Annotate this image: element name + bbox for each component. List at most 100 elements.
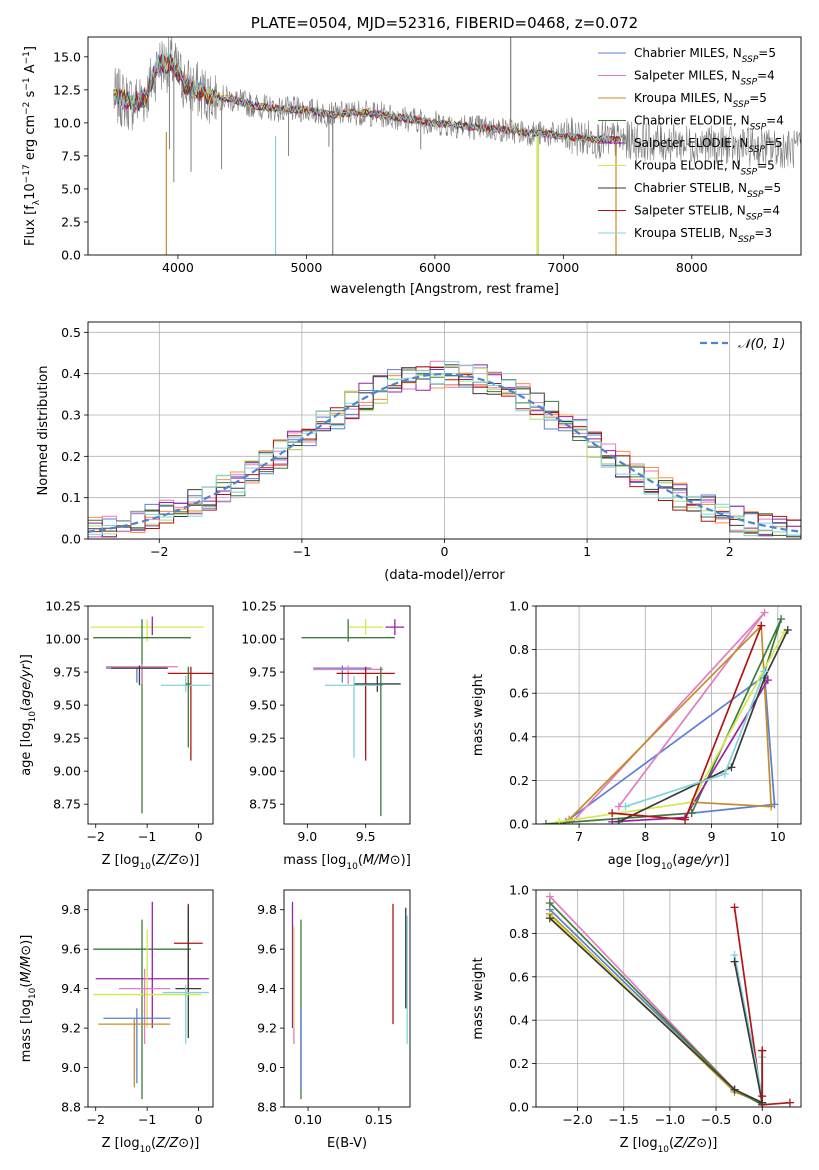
weight-line xyxy=(565,674,776,823)
normal-curve-line xyxy=(88,373,799,533)
x-tick-label: −1.5 xyxy=(609,1112,639,1127)
x-tick-label: 7 xyxy=(575,829,583,844)
x-axis-label-part: 10 xyxy=(661,862,673,872)
y-tick-label: 9.50 xyxy=(249,698,277,713)
mass-vs-ebv-panel: 0.10 0.15 8.8 9.0 9.2 9.4 9.6 9.8 E(B-V) xyxy=(257,889,411,1151)
legend-label-part: Kroupa ELODIE, N xyxy=(634,159,741,173)
y-tick-label: 0.2 xyxy=(509,1056,529,1071)
x-tick-label: 0.0 xyxy=(752,1112,772,1127)
x-axis-label-part: Z/Z⊙ xyxy=(673,1136,707,1151)
y-tick-label: 9.50 xyxy=(53,698,81,713)
y-tick-label: 5.0 xyxy=(61,181,81,196)
legend-label-part: SSP xyxy=(746,213,763,223)
legend-label: Salpeter STELIB, NSSP=4 xyxy=(634,204,780,223)
x-axis-label-part: age/yr xyxy=(677,853,720,868)
y-tick-label: 2.5 xyxy=(61,214,81,229)
legend-label: Chabrier MILES, NSSP=5 xyxy=(634,46,776,65)
axes-frame xyxy=(87,605,214,825)
model-spectrum-line xyxy=(113,53,621,145)
y-tick-label: 9.8 xyxy=(257,902,277,917)
y-axis-label-part: A xyxy=(23,64,38,77)
y-tick-label: 12.5 xyxy=(53,82,81,97)
x-axis-label-part: 10 xyxy=(658,1145,670,1155)
x-tick-label: −1 xyxy=(138,1112,156,1127)
legend-label: Salpeter MILES, NSSP=4 xyxy=(634,69,775,88)
y-tick-label: 10.00 xyxy=(241,632,277,647)
y-tick-label: 10.00 xyxy=(45,632,81,647)
y-tick-label: 0.4 xyxy=(61,366,81,381)
x-axis-label-part: ( xyxy=(151,853,156,868)
y-tick-label: 7.5 xyxy=(61,148,81,163)
x-tick-label: 0 xyxy=(195,1112,203,1127)
x-tick-label: −1 xyxy=(138,829,156,844)
y-tick-label: 0.1 xyxy=(61,490,81,505)
y-tick-label: 15.0 xyxy=(53,49,81,64)
axes-frame xyxy=(535,605,802,825)
y-axis-label: mass weight xyxy=(471,957,486,1039)
y-tick-label: 9.00 xyxy=(53,764,81,779)
y-tick-label: 10.25 xyxy=(45,599,81,614)
mass-vs-Z-panel: −2 −1 08.89.09.29.49.69.8Z [log10(Z/Z⊙)]ma… xyxy=(19,889,214,1155)
x-axis-label-part: )] xyxy=(719,853,729,868)
y-tick-label: 9.00 xyxy=(249,764,277,779)
x-tick-label: −0.5 xyxy=(701,1112,731,1127)
y-axis-label: age [log10(age/yr)] xyxy=(19,654,38,776)
legend-label-part: SSP xyxy=(747,190,764,200)
x-axis-label-part: 10 xyxy=(140,862,152,872)
mass-vs-Z-plot-area xyxy=(93,901,209,1100)
y-axis-label-part: age/yr xyxy=(19,663,34,706)
weight-vs-Z-plot-area xyxy=(545,892,794,1107)
y-tick-label: 9.0 xyxy=(61,1060,81,1075)
x-axis-label-part: age [log xyxy=(608,853,661,868)
axes-frame xyxy=(535,889,802,1108)
y-axis-label-part: s xyxy=(23,90,38,101)
y-tick-label: 0.0 xyxy=(509,817,529,832)
y-axis-label-part: 10 xyxy=(28,711,38,723)
legend-label: 𝒩(0, 1) xyxy=(738,337,785,352)
x-axis-label-part: )] xyxy=(189,1136,199,1151)
y-axis-label-part: −2 xyxy=(22,102,32,115)
x-axis-label-part: mass [log xyxy=(283,853,346,868)
legend-label-part: SSP xyxy=(741,78,758,88)
axes-frame xyxy=(283,605,411,825)
x-axis-label-part: 10 xyxy=(346,862,358,872)
x-tick-label: 2 xyxy=(726,544,734,559)
x-axis-label-part: Z [log xyxy=(102,853,140,868)
axes-frame xyxy=(283,889,411,1108)
y-axis-label-part: λ xyxy=(32,199,42,205)
x-tick-label: 0.15 xyxy=(365,1112,393,1127)
axes-frame xyxy=(87,321,802,540)
observed-spectrum-line xyxy=(113,37,801,169)
y-tick-label: 0.3 xyxy=(61,408,81,423)
x-axis-label-part: ( xyxy=(151,1136,156,1151)
x-tick-label: 0.10 xyxy=(294,1112,322,1127)
legend-label-part: SSP xyxy=(742,55,759,65)
y-axis-label: Flux [fλ10−17 erg cm−2 s−1 A−1] xyxy=(22,46,42,246)
y-axis-label-part: )] xyxy=(19,654,34,664)
y-tick-label: 0.0 xyxy=(61,248,81,263)
weight-vs-Z-panel: −2.0 −1.5 −1.0 −0.5 0.0 0.0 0.2 0.4 0.6 0.8 1.0 Z [… xyxy=(471,883,802,1155)
y-axis-label-part: ( xyxy=(19,983,34,988)
legend-label-part: Chabrier MILES, N xyxy=(634,46,742,60)
x-tick-label: 1 xyxy=(583,544,591,559)
model-spectrum-line xyxy=(113,52,622,145)
legend-label-part: SSP xyxy=(741,168,758,178)
y-tick-label: 9.8 xyxy=(61,902,81,917)
y-tick-label: 0.2 xyxy=(61,449,81,464)
x-tick-label: 6000 xyxy=(419,260,451,275)
x-axis-label-part: Z [log xyxy=(620,1136,658,1151)
legend-label-part: =5 xyxy=(749,91,767,105)
x-tick-label: 7000 xyxy=(547,260,579,275)
y-tick-label: 0.4 xyxy=(509,729,529,744)
y-tick-label: 0.0 xyxy=(61,532,81,547)
y-axis-label-part: mass [log xyxy=(19,999,34,1062)
residuals-legend: 𝒩(0, 1) xyxy=(700,337,785,352)
y-axis-label-part: 10 xyxy=(28,987,38,999)
age-vs-Z-panel: −2 −1 0 8.75 9.00 9.25 9.50 9.75 10.00 10.25 Z [lo… xyxy=(19,599,214,872)
legend-label-part: =5 xyxy=(764,181,782,195)
x-axis-label: Z [log10(Z/Z⊙)] xyxy=(102,853,200,872)
y-axis-label-part: )] xyxy=(19,935,34,945)
